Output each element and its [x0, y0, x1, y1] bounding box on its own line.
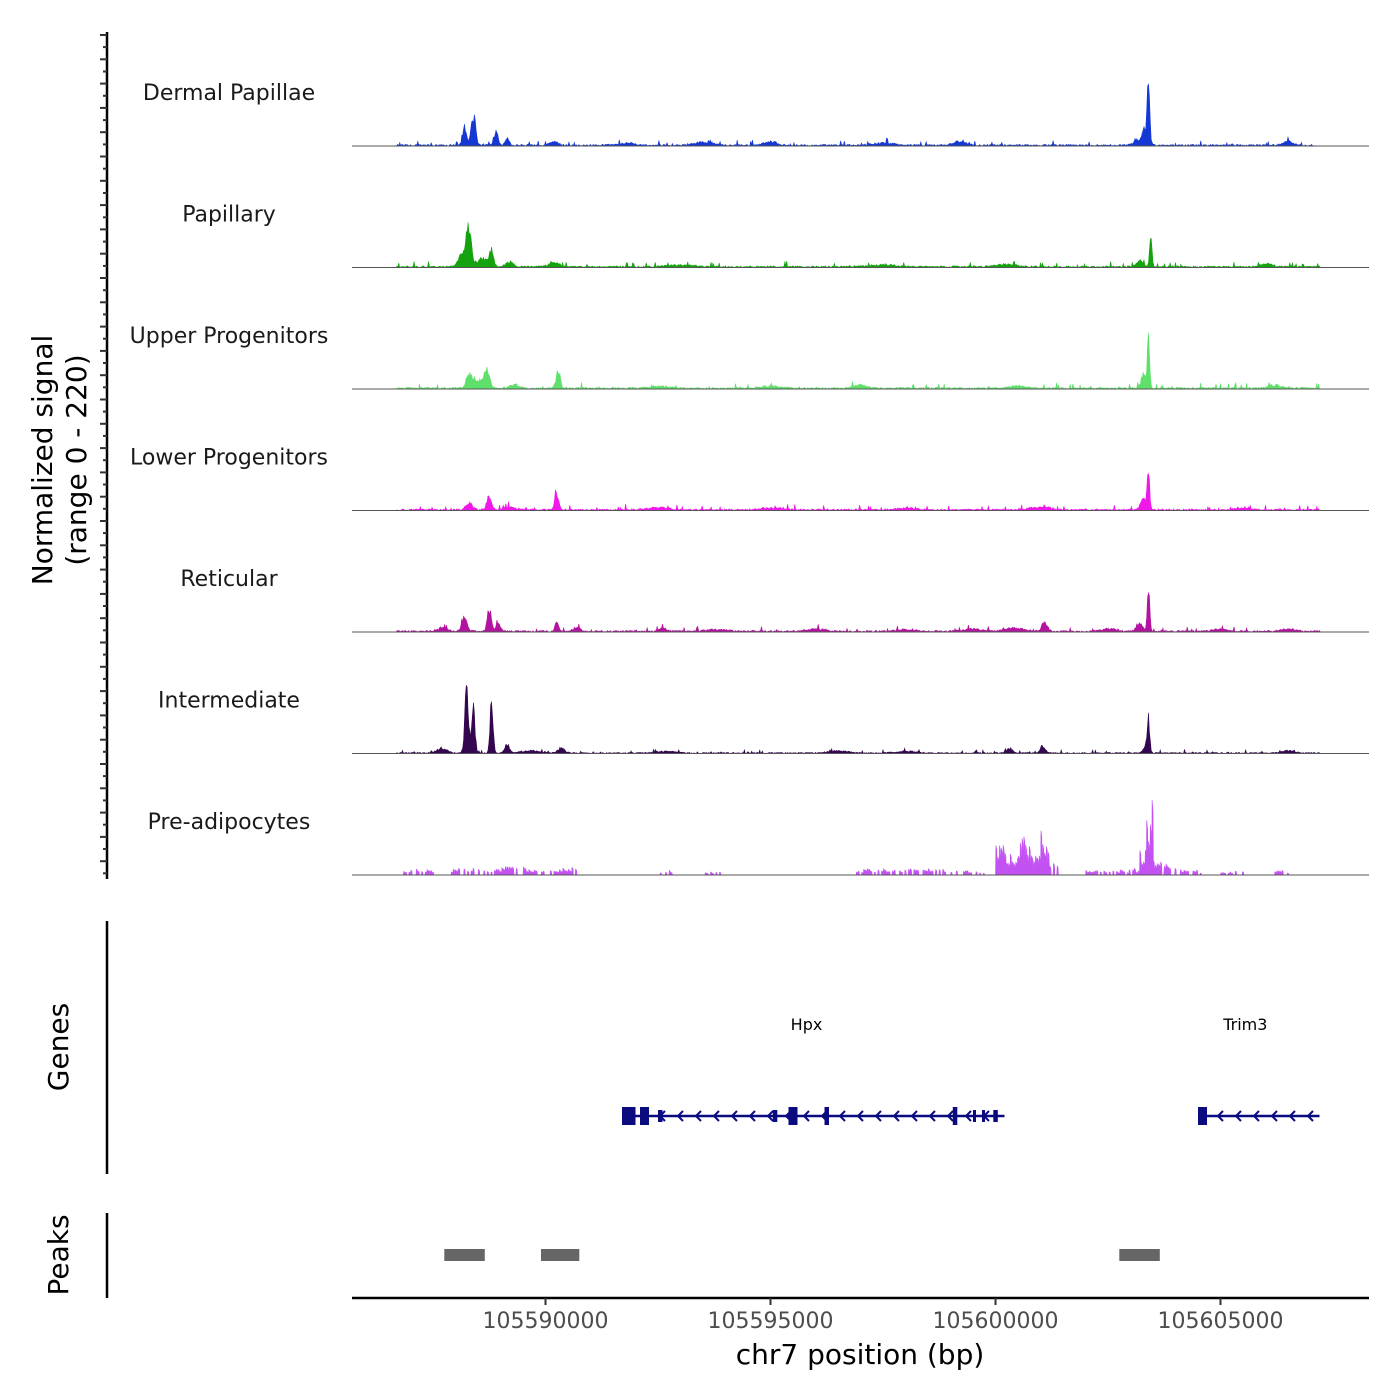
gene-label: Hpx — [791, 1015, 823, 1034]
signal-area — [352, 222, 1369, 269]
track-label: Papillary — [182, 203, 276, 228]
strand-arrow — [1306, 1110, 1314, 1122]
track-label: Intermediate — [158, 689, 300, 714]
signal-track: Upper Progenitors — [130, 324, 1369, 390]
x-tick-label: 105605000 — [1158, 1309, 1284, 1334]
strand-arrow — [964, 1110, 972, 1122]
genes-axis-title: Genes — [42, 1003, 75, 1091]
strand-arrow — [676, 1110, 684, 1122]
strand-arrow — [1270, 1110, 1278, 1122]
strand-arrow — [910, 1110, 918, 1122]
track-label: Dermal Papillae — [143, 81, 315, 106]
strand-arrow — [766, 1110, 774, 1122]
signal-y-axis — [100, 32, 109, 879]
strand-arrow — [1252, 1110, 1260, 1122]
track-label: Reticular — [180, 567, 278, 592]
gene-exon — [952, 1107, 958, 1125]
x-tick-label: 105595000 — [708, 1309, 834, 1334]
signal-track: Dermal Papillae — [143, 81, 1369, 147]
gene-exon — [772, 1110, 778, 1122]
strand-arrow — [748, 1110, 756, 1122]
track-label: Lower Progenitors — [130, 446, 328, 471]
strand-arrow — [838, 1110, 846, 1122]
strand-arrow — [802, 1110, 810, 1122]
signal-track: Pre-adipocytes — [148, 800, 1369, 876]
x-tick-label: 105590000 — [483, 1309, 609, 1334]
signal-track: Lower Progenitors — [130, 446, 1369, 512]
signal-track: Reticular — [180, 567, 1369, 633]
peak-region — [541, 1249, 580, 1261]
gene-exon — [973, 1110, 976, 1122]
strand-arrow — [1234, 1110, 1242, 1122]
strand-arrow — [1216, 1110, 1224, 1122]
strand-arrow — [928, 1110, 936, 1122]
gene-exon — [640, 1107, 649, 1125]
signal-track: Papillary — [182, 203, 1369, 269]
strand-arrow — [712, 1110, 720, 1122]
signal-area — [352, 83, 1369, 147]
signal-area — [352, 332, 1369, 390]
gene-label: Trim3 — [1222, 1015, 1267, 1034]
gene-exon — [658, 1110, 663, 1122]
signal-axis-title-line1: Normalized signal — [26, 335, 59, 586]
peak-region — [444, 1249, 485, 1261]
gene-exon — [993, 1110, 998, 1122]
gene-exon — [1198, 1107, 1207, 1125]
signal-tracks: Dermal Papillae Papillary Upper Progenitor… — [130, 81, 1369, 876]
signal-track: Intermediate — [158, 685, 1369, 755]
gene-exon — [788, 1107, 798, 1125]
gene-model: Trim3 — [1198, 1015, 1320, 1125]
strand-arrow — [856, 1110, 864, 1122]
gene-exon — [622, 1107, 636, 1125]
strand-arrow — [1288, 1110, 1296, 1122]
x-tick-label: 105600000 — [933, 1309, 1059, 1334]
strand-arrow — [946, 1110, 954, 1122]
x-axis-title: chr7 position (bp) — [736, 1338, 985, 1371]
track-label: Upper Progenitors — [130, 324, 329, 349]
x-axis-ticks: 105590000 105595000 105600000 105605000 — [483, 1298, 1284, 1334]
strand-arrow — [694, 1110, 702, 1122]
strand-arrow — [874, 1110, 882, 1122]
signal-axis-title: Normalized signal (range 0 - 220) — [26, 335, 93, 586]
strand-arrow — [892, 1110, 900, 1122]
peak-track — [444, 1249, 1160, 1261]
strand-arrow — [730, 1110, 738, 1122]
gene-annotation-track: Hpx Trim3 — [622, 1015, 1320, 1125]
signal-area — [352, 685, 1369, 755]
gene-model: Hpx — [622, 1015, 1005, 1125]
signal-axis-title-line2: (range 0 - 220) — [60, 354, 93, 565]
signal-area — [402, 800, 1290, 876]
peaks-axis-title: Peaks — [42, 1214, 75, 1295]
track-label: Pre-adipocytes — [148, 810, 311, 835]
gene-exon — [982, 1110, 985, 1122]
gene-exon — [824, 1107, 829, 1125]
peak-region — [1119, 1249, 1160, 1261]
